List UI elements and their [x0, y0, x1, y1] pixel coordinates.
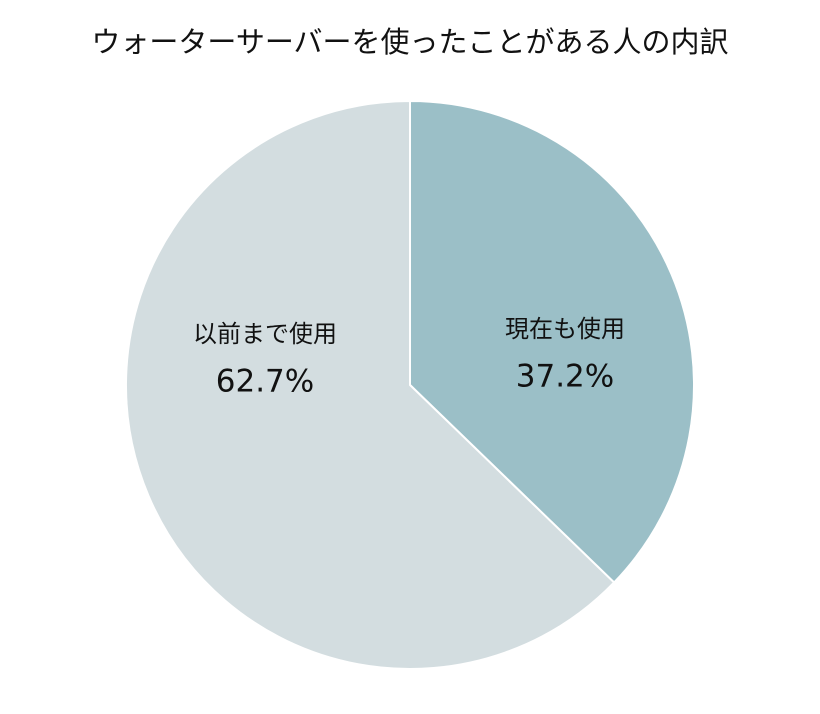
slice-label: 以前まで使用	[193, 320, 337, 348]
value-label: 62.7%	[216, 364, 314, 400]
pie-slice	[125, 99, 616, 670]
value-label: 37.2%	[516, 359, 614, 395]
slice-label: 現在も使用	[505, 315, 625, 343]
chart-title: ウォーターサーバーを使ったことがある人の内訳	[91, 25, 728, 59]
pie-slice	[409, 99, 695, 584]
